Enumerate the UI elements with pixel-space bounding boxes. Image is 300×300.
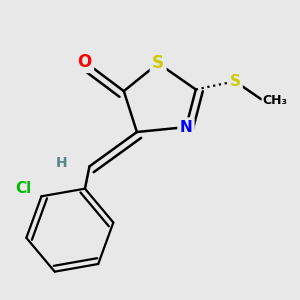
Text: S: S: [230, 74, 241, 89]
Text: O: O: [77, 53, 92, 71]
Text: Cl: Cl: [15, 181, 32, 196]
Text: H: H: [56, 156, 68, 170]
Text: CH₃: CH₃: [263, 94, 288, 107]
Text: S: S: [152, 54, 164, 72]
Text: N: N: [180, 120, 192, 135]
